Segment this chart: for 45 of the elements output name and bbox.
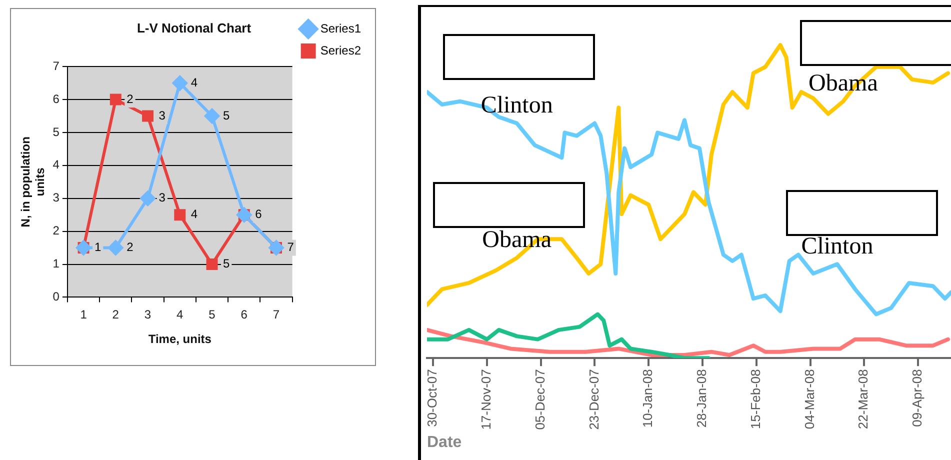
x-tick-label: 04-Mar-08 (802, 369, 817, 430)
x-tick-label: 09-Apr-08 (910, 369, 925, 427)
annotation: 5 (223, 256, 230, 271)
x-axis-title: Time, units (148, 332, 212, 346)
y-tick-label: 5 (52, 124, 60, 139)
x-tick-label: 7 (272, 308, 280, 322)
y-tick-label: 6 (52, 92, 60, 106)
y-tick-label: 4 (52, 158, 60, 172)
annotation: 6 (255, 207, 262, 222)
x-tick-label: 05-Dec-07 (532, 369, 548, 430)
x-tick-label: 6 (240, 308, 248, 322)
x-tick-label: 30-Oct-07 (424, 369, 440, 427)
legend-label: Series2 (320, 43, 362, 58)
y-tick-label: 1 (52, 256, 60, 271)
annotation: 4 (190, 207, 198, 222)
annotation: 3 (158, 190, 166, 205)
x-tick-label: 3 (144, 308, 152, 322)
x-tick-label: 22-Mar-08 (856, 369, 871, 430)
annotation: Clinton (801, 233, 874, 260)
y-axis-title: N, in population units (18, 136, 47, 228)
x-tick-label: 17-Nov-07 (478, 369, 494, 430)
y-tick-label: 3 (52, 190, 60, 205)
x-tick-label: 28-Jan-08 (694, 369, 710, 428)
annotation: Clinton (480, 92, 553, 119)
annotation: 3 (158, 108, 166, 122)
x-tick-label: 23-Dec-07 (586, 369, 602, 430)
x-tick-label: 1 (80, 308, 88, 322)
x-tick-label: 2 (112, 308, 120, 322)
chart-title: L-V Notional Chart (136, 20, 252, 36)
x-tick-label: 5 (208, 308, 216, 322)
legend-label: Series1 (320, 21, 362, 36)
annotation: 1 (94, 240, 102, 254)
annotation: 7 (287, 240, 294, 254)
annotation: 2 (126, 92, 134, 106)
x-axis-title: Date (427, 434, 462, 451)
x-tick-label: 15-Feb-08 (748, 369, 763, 430)
y-tick-label: 7 (52, 58, 60, 73)
y-tick-label: 2 (52, 224, 60, 238)
x-tick-label: 10-Jan-08 (640, 369, 656, 428)
annotation: Obama (482, 227, 552, 254)
annotation: 4 (190, 75, 198, 90)
annotation: 5 (223, 108, 230, 122)
x-tick-label: 4 (176, 308, 184, 322)
annotation: 2 (126, 240, 134, 254)
y-tick-label: 0 (52, 290, 60, 304)
